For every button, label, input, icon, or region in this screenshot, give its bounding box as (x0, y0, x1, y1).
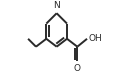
Text: OH: OH (88, 34, 102, 43)
Text: N: N (53, 1, 60, 10)
Text: O: O (74, 64, 81, 73)
